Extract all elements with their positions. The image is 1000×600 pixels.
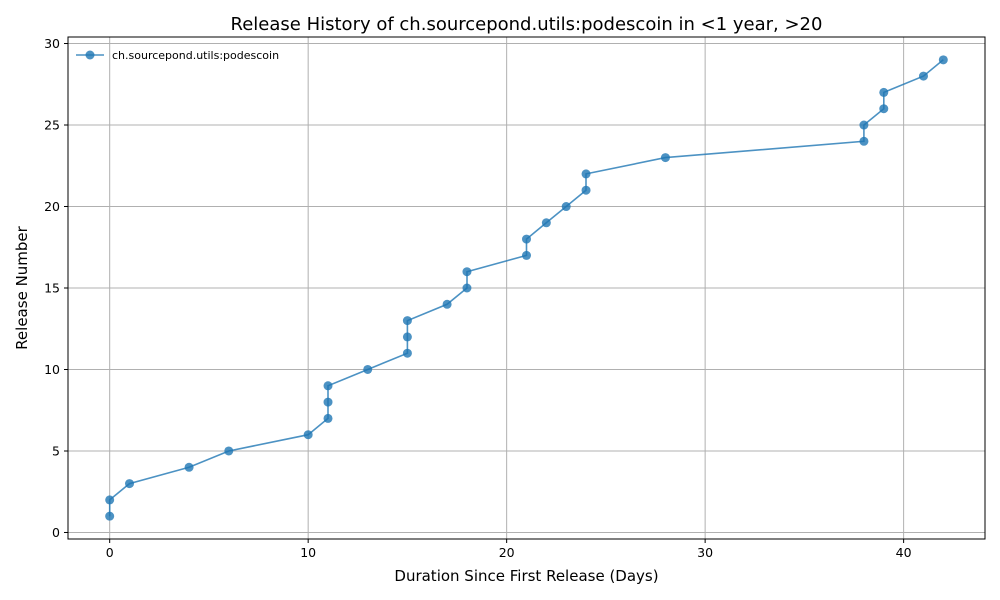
data-point <box>879 104 889 114</box>
x-tick-label: 0 <box>106 545 114 560</box>
data-point <box>402 332 412 342</box>
data-point <box>184 462 194 472</box>
y-tick-label: 10 <box>44 362 60 377</box>
data-point <box>522 250 531 260</box>
data-point <box>938 55 948 65</box>
data-point <box>522 234 531 244</box>
data-point <box>303 430 313 440</box>
data-point <box>442 299 452 309</box>
data-point <box>541 218 551 228</box>
data-point <box>105 511 115 521</box>
y-axis-label: Release Number <box>13 225 31 349</box>
legend-entry-label: ch.sourcepond.utils:podescoin <box>112 49 279 62</box>
series-layer <box>105 55 948 521</box>
grid-lines <box>68 37 985 539</box>
data-point <box>105 495 115 505</box>
data-point <box>323 413 333 423</box>
y-tick-label: 0 <box>52 525 60 540</box>
y-tick-label: 5 <box>52 443 60 458</box>
y-tick-label: 25 <box>44 118 60 133</box>
data-point <box>581 185 591 195</box>
y-tick-label: 30 <box>44 36 60 51</box>
data-point <box>402 348 412 358</box>
y-tick-label: 15 <box>44 281 60 296</box>
x-tick-label: 10 <box>300 545 316 560</box>
x-tick-label: 30 <box>697 545 713 560</box>
data-point <box>224 446 234 456</box>
axis-ticks: 0 10 20 30 40 0 5 10 15 20 25 30 <box>44 36 912 560</box>
data-point <box>402 316 412 326</box>
data-point <box>462 267 472 277</box>
data-point <box>323 381 333 391</box>
legend: ch.sourcepond.utils:podescoin <box>76 49 279 62</box>
data-point <box>660 153 670 163</box>
data-point <box>323 397 333 407</box>
x-tick-label: 20 <box>499 545 515 560</box>
data-point <box>879 87 889 97</box>
data-point <box>581 169 591 179</box>
data-point <box>125 479 135 489</box>
data-point <box>859 120 869 130</box>
data-point <box>363 364 373 374</box>
chart-title: Release History of ch.sourcepond.utils:p… <box>231 14 823 35</box>
legend-marker-swatch <box>85 50 95 60</box>
x-tick-label: 40 <box>896 545 912 560</box>
y-tick-label: 20 <box>44 199 60 214</box>
data-point <box>561 202 571 212</box>
data-point <box>462 283 472 293</box>
data-point <box>859 136 869 146</box>
x-axis-label: Duration Since First Release (Days) <box>394 567 658 585</box>
data-point <box>918 71 928 81</box>
